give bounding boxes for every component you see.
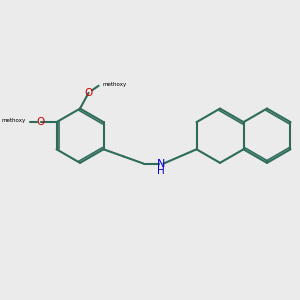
Text: methoxy: methoxy [103,82,127,87]
Text: methoxy: methoxy [2,118,26,123]
Text: N: N [157,159,165,169]
Text: H: H [157,166,164,176]
Text: O: O [85,88,93,98]
Text: O: O [37,117,45,127]
